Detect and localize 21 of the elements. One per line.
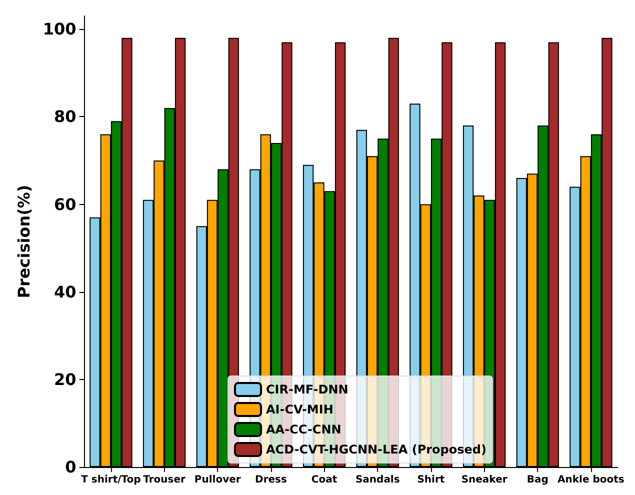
- x-tick-label: T shirt/Top: [81, 474, 141, 486]
- y-axis-title: Precision(%): [14, 184, 34, 298]
- legend-label: AI-CV-MIH: [266, 402, 334, 416]
- x-tick-label: Sandals: [355, 474, 400, 486]
- x-tick-label: Sneaker: [461, 474, 508, 486]
- legend-label: ACD-CVT-HGCNN-LEA (Proposed): [266, 442, 486, 456]
- x-tick-label: Bag: [526, 474, 548, 486]
- legend-label: AA-CC-CNN: [266, 422, 342, 436]
- y-tick-label: 40: [54, 282, 76, 302]
- y-tick-label: 20: [54, 370, 76, 389]
- x-tick-label: Coat: [311, 474, 338, 486]
- legend-label: CIR-MF-DNN: [266, 382, 348, 396]
- x-tick-label: Dress: [255, 474, 287, 486]
- x-tick-label: Trouser: [143, 474, 186, 486]
- x-tick-label: Ankle boots: [558, 474, 624, 486]
- y-tick-label: 100: [42, 20, 76, 39]
- y-tick-label: 0: [65, 458, 76, 476]
- y-tick-label: 60: [54, 194, 76, 214]
- x-tick-label: Pullover: [194, 474, 241, 486]
- x-tick-label: Shirt: [417, 474, 445, 486]
- y-tick-label: 80: [54, 107, 76, 126]
